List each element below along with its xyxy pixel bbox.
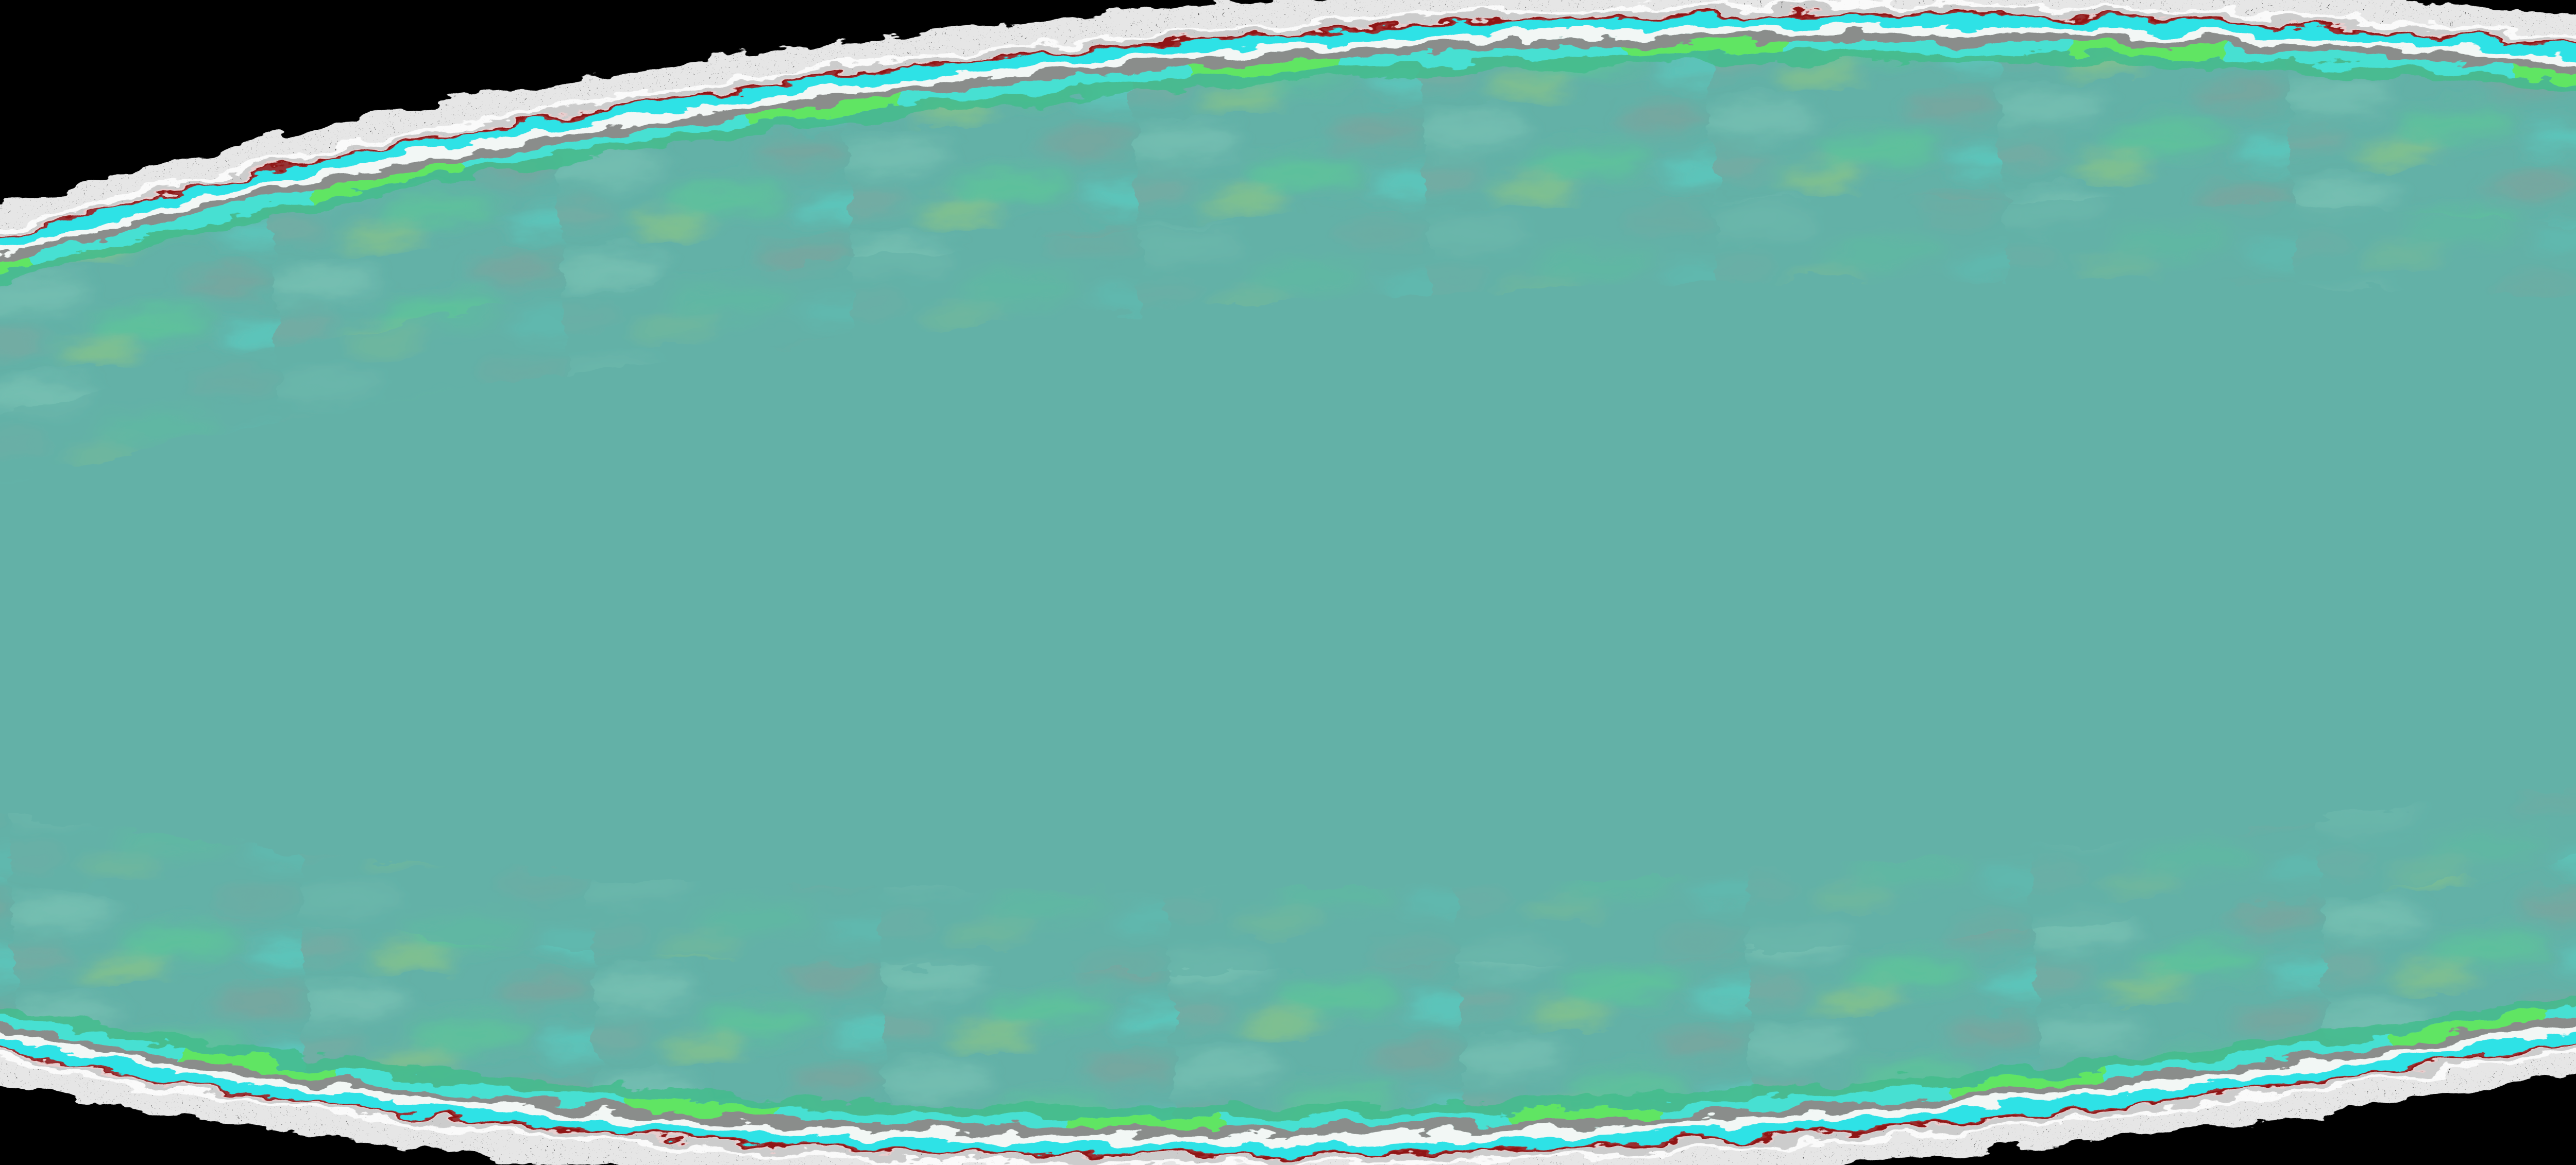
ring-mottle-deep <box>0 135 2576 1034</box>
ring-mottle <box>0 33 2576 1136</box>
